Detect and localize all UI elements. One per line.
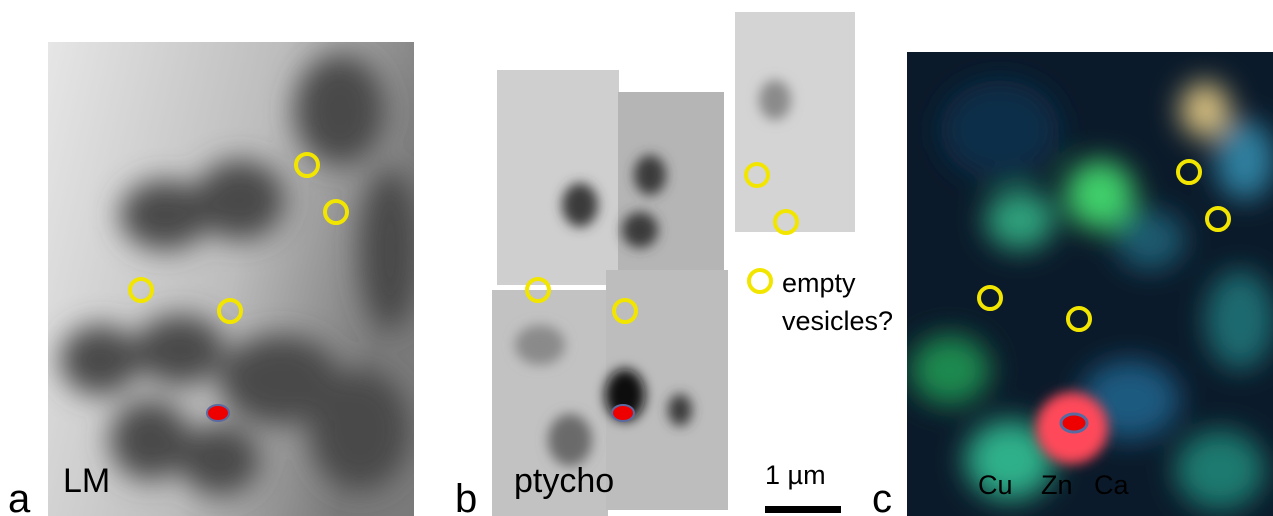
- red-marker: [612, 405, 634, 421]
- scale-bar: [765, 506, 841, 513]
- lm-image: [48, 42, 420, 516]
- scale-bar-label: 1 µm: [765, 460, 826, 490]
- xrf-image: [907, 52, 1273, 516]
- panel-label: a: [8, 477, 31, 516]
- legend-marker: [749, 270, 771, 292]
- legend-line: empty: [782, 268, 856, 298]
- panel-label: b: [455, 477, 477, 516]
- panel-title: ptycho: [514, 462, 614, 500]
- channel-label: Zn: [1041, 470, 1073, 500]
- legend-line: vesicles?: [782, 306, 893, 336]
- panel-title: LM: [63, 462, 110, 500]
- red-marker: [1061, 414, 1087, 432]
- channel-label: Cu: [978, 470, 1013, 500]
- ptycho-image: [492, 12, 855, 516]
- channel-label: Ca: [1094, 470, 1129, 500]
- figure: empty vesicles? 1 µm a LM b ptycho c Cu …: [0, 0, 1273, 516]
- panel-label: c: [872, 477, 892, 516]
- red-marker: [207, 405, 229, 421]
